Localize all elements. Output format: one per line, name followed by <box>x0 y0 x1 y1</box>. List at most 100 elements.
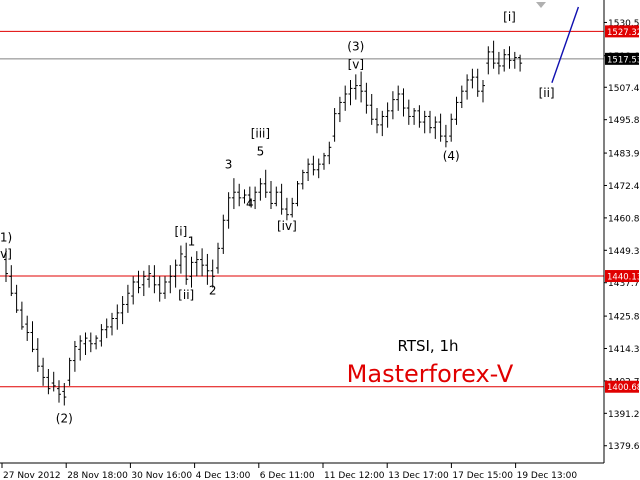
ohlc-bar <box>173 259 178 288</box>
ohlc-bar <box>353 74 358 100</box>
time-tick-label: 27 Nov 2012 <box>3 471 61 480</box>
ohlc-bar <box>518 54 523 72</box>
ohlc-bar <box>465 74 470 100</box>
wave-label: [iv] <box>277 219 297 233</box>
ohlc-bar <box>9 265 14 297</box>
ohlc-bar <box>364 82 369 114</box>
price-tick-label: 1460.85 <box>608 214 640 224</box>
price-tick-label: 1530.50 <box>608 19 640 29</box>
ohlc-bar <box>242 189 247 204</box>
ohlc-bar <box>141 270 146 297</box>
ohlc-bar <box>290 197 295 218</box>
ohlc-bar <box>163 276 167 299</box>
ohlc-bar <box>438 113 443 142</box>
ohlc-bar <box>332 108 337 142</box>
ohlc-bar <box>390 91 395 120</box>
ohlc-bar <box>481 79 485 103</box>
ohlc-bar <box>88 332 93 353</box>
ohlc-bar <box>327 141 332 165</box>
ohlc-bar <box>67 357 72 386</box>
ohlc-bar <box>62 383 67 406</box>
ohlc-bar <box>470 68 475 89</box>
ohlc-bar <box>428 110 432 134</box>
level-badge-label: 1517.53 <box>607 55 640 65</box>
horizontal-levels <box>0 30 604 388</box>
level-badge <box>605 52 639 65</box>
ohlc-bar <box>136 270 141 294</box>
ohlc-bar <box>385 102 390 128</box>
level-badge-label: 1527.32 <box>607 28 640 38</box>
ohlc-bar <box>475 68 480 97</box>
ohlc-bar <box>279 183 284 215</box>
ohlc-bar <box>300 169 305 190</box>
time-tick-label: 11 Dec 12:00 <box>324 471 385 480</box>
ohlc-bar <box>253 186 258 210</box>
ohlc-bar <box>72 340 77 372</box>
ohlc-bar <box>157 276 162 302</box>
wave-label: [ii] <box>178 288 194 302</box>
time-tick-label: 19 Dec 13:00 <box>517 471 578 480</box>
ohlc-bar <box>110 312 114 336</box>
ohlc-bar <box>380 110 385 137</box>
ohlc-bar <box>184 242 189 285</box>
wave-label: [v] <box>348 58 364 72</box>
ohlc-bar <box>231 178 236 210</box>
wave-label: [i] <box>503 10 516 24</box>
price-tick-label: 1449.30 <box>608 247 640 257</box>
price-tick-label: 1379.65 <box>608 442 640 452</box>
wave-labels: 1)v](2)[i]1[ii] 23[iii]54[iv](3)[v](4)[i]… <box>0 10 555 425</box>
ohlc-bar <box>216 242 220 274</box>
ohlc-bar <box>454 96 459 125</box>
ohlc-bar <box>412 108 417 125</box>
ohlc-bar <box>406 99 411 125</box>
ohlc-bar <box>4 248 8 283</box>
wave-label: (2) <box>56 411 73 425</box>
ohlc-bar <box>99 324 104 347</box>
ohlc-bar <box>30 321 35 353</box>
ohlc-bar <box>35 338 40 372</box>
level-badge-label: 1440.13 <box>607 273 640 283</box>
wave-label: (4) <box>443 149 460 163</box>
ohlc-bar <box>168 265 173 294</box>
ohlc-bar <box>194 251 199 277</box>
time-tick-label: 13 Dec 17:00 <box>388 471 449 480</box>
time-tick-label: 30 Nov 16:00 <box>131 471 192 480</box>
ohlc-bar <box>205 253 210 285</box>
ohlc-bar <box>178 245 183 274</box>
ohlc-bar <box>486 46 491 75</box>
price-level-badges: 1527.32 1517.53 1440.13 1400.68 <box>605 25 640 393</box>
ohlc-bars <box>4 40 523 406</box>
ohlc-bar <box>507 46 512 69</box>
price-tick-label: 1483.95 <box>608 150 640 160</box>
ohlc-bar <box>14 284 19 313</box>
ohlc-bar <box>83 332 88 355</box>
ohlc-bar <box>78 335 83 361</box>
ohlc-bar <box>502 49 507 72</box>
ohlc-bar <box>46 368 51 395</box>
ohlc-bar <box>263 169 268 198</box>
ohlc-bar <box>396 85 401 111</box>
price-tick-label: 1391.20 <box>608 410 640 420</box>
ohlc-bar <box>210 259 215 288</box>
ohlc-bar <box>125 284 130 313</box>
wave-label: 5 <box>257 145 265 159</box>
ohlc-bar <box>131 276 136 305</box>
price-tick-label: 1472.40 <box>608 182 640 192</box>
ohlc-bar <box>284 197 289 221</box>
ohlc-bar <box>221 214 226 254</box>
level-badge-label: 1400.68 <box>607 383 640 393</box>
chart-shift-marker-icon[interactable] <box>536 2 546 8</box>
ohlc-bar <box>348 79 353 106</box>
ohlc-bar <box>343 85 348 111</box>
time-tick-label: 17 Dec 15:00 <box>452 471 513 480</box>
time-tick-label: 28 Nov 18:00 <box>67 471 128 480</box>
ohlc-bar <box>51 371 56 392</box>
ohlc-bar <box>247 186 252 207</box>
wave-label: [iii] <box>251 126 270 140</box>
ohlc-bar <box>316 158 321 179</box>
ohlc-bar <box>496 51 501 75</box>
forecast-line[interactable] <box>551 6 580 84</box>
ohlc-bar <box>322 152 326 170</box>
